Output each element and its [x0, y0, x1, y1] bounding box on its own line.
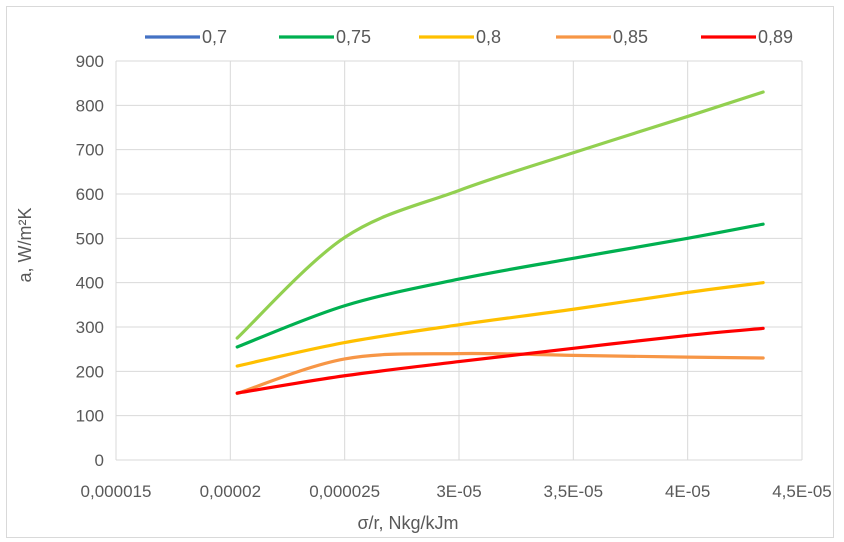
x-tick-label: 0,000015 [81, 482, 152, 501]
series-line-0-85 [235, 351, 765, 396]
y-tick-label: 200 [76, 362, 104, 381]
y-tick-label: 700 [76, 141, 104, 160]
legend: 0,7 0,75 0,8 0,85 0,89 [145, 27, 793, 47]
plot-series [235, 90, 765, 396]
y-tick-label: 600 [76, 185, 104, 204]
y-tick-label: 900 [76, 52, 104, 71]
y-tick-label: 500 [76, 229, 104, 248]
series-line-0-75 [235, 222, 765, 349]
y-tick-label: 800 [76, 96, 104, 115]
legend-label: 0,85 [613, 27, 648, 47]
chart-area: 0 100 200 300 400 500 600 700 800 900 0,000015 0,00… [6, 6, 834, 538]
x-tick-label: 4E-05 [665, 482, 710, 501]
y-tick-label: 400 [76, 274, 104, 293]
y-tick-label: 100 [76, 407, 104, 426]
x-tick-label: 0,00002 [200, 482, 261, 501]
x-tick-label: 3,5E-05 [544, 482, 604, 501]
legend-label: 0,7 [202, 27, 227, 47]
y-axis-title: a, W/m²K [15, 208, 35, 283]
legend-label: 0,75 [336, 27, 371, 47]
x-tick-label: 0,000025 [309, 482, 380, 501]
gridlines [115, 60, 803, 461]
y-tick-label: 300 [76, 318, 104, 337]
series-line-unlabeled-5 [235, 90, 765, 340]
series-line-0-8 [235, 281, 765, 368]
axes: 0 100 200 300 400 500 600 700 800 900 0,000015 0,00… [76, 52, 832, 501]
y-tick-label: 0 [95, 451, 104, 470]
x-axis-title: σ/r, Nkg/kJm [357, 513, 458, 533]
chart-svg: 0 100 200 300 400 500 600 700 800 900 0,000015 0,00… [15, 27, 832, 533]
series-line-0-89 [235, 326, 765, 395]
x-tick-label: 3E-05 [436, 482, 481, 501]
legend-label: 0,89 [758, 27, 793, 47]
x-tick-label: 4,5E-05 [772, 482, 832, 501]
legend-label: 0,8 [476, 27, 501, 47]
